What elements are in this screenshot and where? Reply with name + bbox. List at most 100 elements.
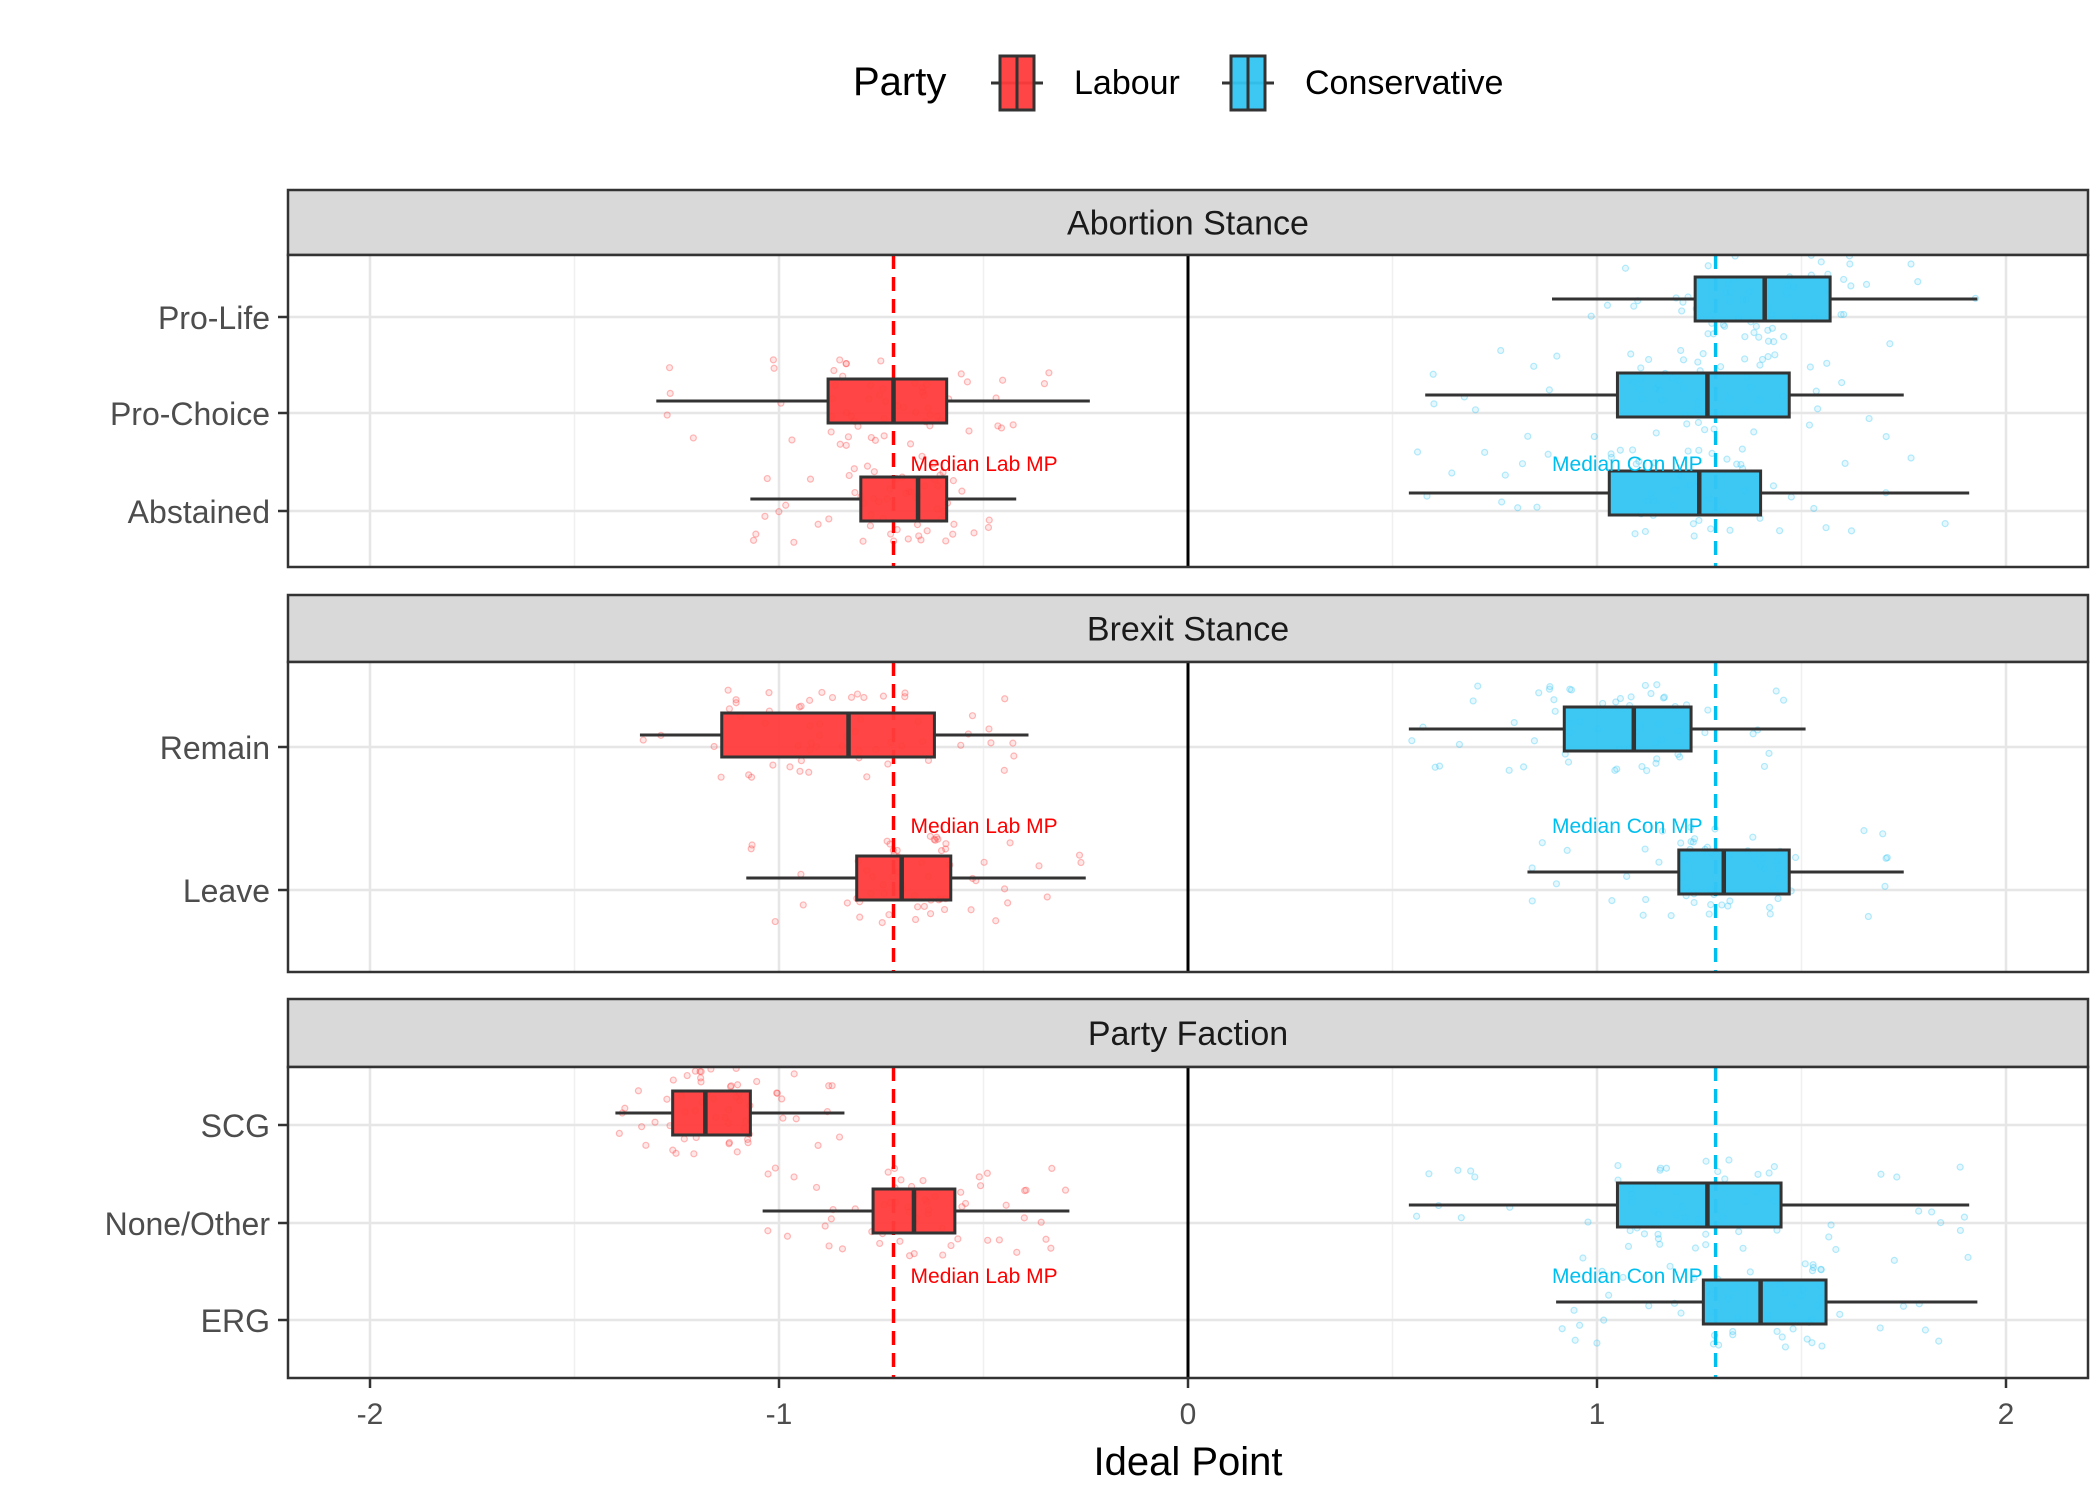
jitter-point xyxy=(1616,446,1624,454)
jitter-point xyxy=(1639,911,1647,919)
jitter-point xyxy=(830,366,838,375)
jitter-point xyxy=(651,1118,659,1126)
jitter-point xyxy=(1469,697,1477,705)
jitter-point xyxy=(725,705,734,713)
jitter-point xyxy=(1552,880,1561,888)
jitter-point xyxy=(968,712,977,720)
jitter-point xyxy=(1558,1325,1566,1333)
panel-plot-area xyxy=(288,662,2088,972)
jitter-point xyxy=(1683,420,1691,428)
jitter-point xyxy=(838,1245,847,1253)
jitter-point xyxy=(1764,337,1773,345)
jitter-point xyxy=(1579,1254,1587,1262)
jitter-point xyxy=(1691,835,1699,843)
jitter-point xyxy=(1806,363,1814,371)
jitter-point xyxy=(827,1215,835,1223)
jitter-point xyxy=(1915,1207,1923,1215)
jitter-point xyxy=(828,1082,836,1090)
boxplot-conservative xyxy=(1552,275,1978,323)
jitter-point xyxy=(859,537,867,545)
jitter-point xyxy=(983,1169,991,1177)
y-tick-label: SCG xyxy=(201,1108,270,1144)
jitter-point xyxy=(669,1146,677,1154)
jitter-point xyxy=(1519,763,1528,771)
jitter-point xyxy=(884,760,892,768)
median-label-conservative: Median Con MP xyxy=(1552,815,1703,838)
jitter-point xyxy=(1518,460,1527,468)
jitter-point xyxy=(1769,482,1778,490)
jitter-point xyxy=(1890,1256,1898,1264)
jitter-point xyxy=(1567,686,1576,694)
jitter-point xyxy=(1749,730,1757,738)
jitter-point xyxy=(860,693,868,702)
jitter-point xyxy=(1801,1260,1809,1268)
panel-strip xyxy=(286,593,2090,664)
jitter-point xyxy=(1481,448,1489,456)
jitter-point xyxy=(961,1199,970,1208)
jitter-point xyxy=(814,520,822,528)
jitter-point xyxy=(897,1176,905,1184)
jitter-point xyxy=(1598,1267,1606,1275)
jitter-point xyxy=(638,1123,646,1131)
jitter-point xyxy=(1538,839,1546,847)
jitter-point xyxy=(1725,1156,1733,1164)
jitter-point xyxy=(1501,471,1509,479)
jitter-point xyxy=(1791,853,1800,862)
boxplot-labour xyxy=(639,711,1029,759)
jitter-point xyxy=(752,530,760,538)
jitter-point xyxy=(1825,1233,1833,1241)
jitter-point xyxy=(1545,386,1553,394)
jitter-point xyxy=(771,917,779,926)
jitter-point xyxy=(1752,322,1760,330)
jitter-point xyxy=(1733,460,1741,468)
jitter-point xyxy=(1590,432,1598,441)
median-label-labour: Median Lab MP xyxy=(911,815,1058,838)
jitter-point xyxy=(615,1129,623,1137)
jitter-point xyxy=(1530,737,1539,745)
jitter-point xyxy=(697,1078,705,1086)
jitter-point xyxy=(1808,1339,1816,1347)
jitter-point xyxy=(796,767,804,775)
jitter-point xyxy=(845,471,853,480)
jitter-point xyxy=(792,1115,800,1123)
jitter-point xyxy=(844,433,853,441)
jitter-point xyxy=(1776,527,1784,535)
jitter-point xyxy=(1817,1266,1825,1274)
jitter-point xyxy=(726,1083,735,1091)
jitter-point xyxy=(621,1104,629,1112)
jitter-point xyxy=(795,703,803,711)
jitter-point xyxy=(987,739,995,747)
jitter-point xyxy=(1766,910,1774,918)
jitter-point xyxy=(1004,899,1012,907)
jitter-point xyxy=(1714,1167,1722,1176)
jitter-point xyxy=(876,1239,884,1248)
jitter-point xyxy=(1758,355,1767,364)
panel-brexit-stance: Brexit Stance Median Lab MP Median Con MP R… xyxy=(160,593,2090,974)
panel-plot-area xyxy=(288,255,2088,567)
jitter-point xyxy=(1808,1267,1817,1275)
jitter-point xyxy=(1658,827,1667,835)
jitter-point xyxy=(1608,897,1616,905)
boxplot-conservative xyxy=(1408,469,1970,517)
jitter-point xyxy=(1006,839,1014,847)
jitter-point xyxy=(1605,1291,1613,1299)
jitter-point xyxy=(1576,1321,1584,1329)
jitter-point xyxy=(1770,1163,1778,1171)
jitter-point xyxy=(1656,1166,1664,1174)
jitter-point xyxy=(1010,752,1018,760)
legend-label: Labour xyxy=(1074,64,1180,102)
jitter-point xyxy=(733,1148,741,1156)
jitter-point xyxy=(923,527,931,535)
jitter-point xyxy=(1435,762,1444,770)
jitter-point xyxy=(863,773,871,781)
jitter-point xyxy=(1704,706,1712,714)
jitter-point xyxy=(1750,428,1758,436)
jitter-point xyxy=(1840,275,1848,284)
jitter-point xyxy=(901,689,909,697)
jitter-point xyxy=(842,360,850,368)
jitter-point xyxy=(672,1149,680,1157)
jitter-point xyxy=(1765,903,1774,911)
jitter-point xyxy=(1817,1265,1825,1273)
panel-party-faction: Party Faction Median Lab MP Median Con MP S… xyxy=(105,997,2090,1380)
jitter-point xyxy=(906,1252,914,1260)
